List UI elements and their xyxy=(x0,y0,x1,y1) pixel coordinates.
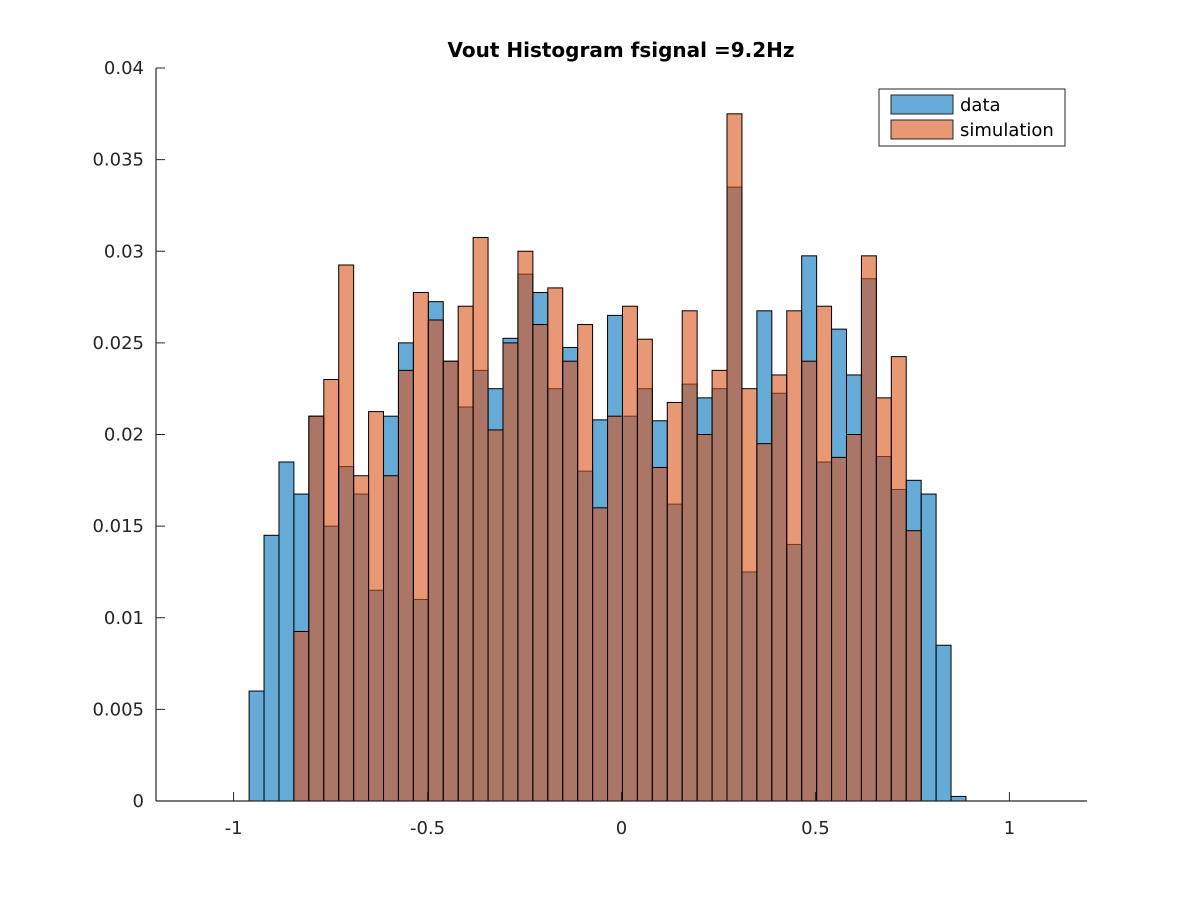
bar-simulation-4 xyxy=(308,415,325,802)
bar-simulation-9 xyxy=(383,475,399,802)
bar-simulation-10 xyxy=(397,369,414,802)
bar-simulation-44 xyxy=(905,530,922,802)
axes-layer: -1 -0.5 0 0.5 1 0 0.005 0.01 0.015 0.02 0.025 0.03 0… xyxy=(92,58,1087,839)
bar-simulation-26 xyxy=(636,338,653,802)
x-tick-label: 1 xyxy=(1004,818,1015,839)
bar-simulation-13 xyxy=(442,360,459,802)
bar-simulation-31 xyxy=(711,369,728,802)
bar-simulation-38 xyxy=(816,305,833,802)
bar-simulation-6 xyxy=(338,264,355,802)
bar-simulation-27 xyxy=(651,466,668,802)
bar-simulation-35 xyxy=(771,374,788,802)
bar-simulation-22 xyxy=(577,324,594,802)
bar-data-2 xyxy=(278,461,295,802)
bar-data-1 xyxy=(263,534,280,802)
legend: data simulation xyxy=(878,88,1066,147)
bar-data-0 xyxy=(248,690,265,802)
bar-simulation-15 xyxy=(472,237,489,802)
bar-simulation-17 xyxy=(502,342,519,802)
bar-simulation-14 xyxy=(457,305,474,802)
bar-simulation-21 xyxy=(562,360,579,802)
bar-data-47 xyxy=(950,795,967,802)
bar-simulation-37 xyxy=(801,360,818,802)
bar-simulation-40 xyxy=(845,434,862,802)
legend-swatch-data xyxy=(890,94,954,115)
bar-simulation-18 xyxy=(517,250,534,802)
y-tick-label: 0.04 xyxy=(104,58,144,79)
x-tick-label: 0.5 xyxy=(801,818,830,839)
bar-simulation-39 xyxy=(831,456,847,802)
bar-simulation-19 xyxy=(532,324,549,802)
bar-simulation-12 xyxy=(427,319,444,802)
bar-data-45 xyxy=(920,493,937,802)
y-tick-label: 0.005 xyxy=(92,699,144,720)
bar-simulation-43 xyxy=(890,356,907,802)
bar-simulation-41 xyxy=(860,255,877,802)
bar-simulation-24 xyxy=(607,415,623,802)
legend-label-data: data xyxy=(960,95,1001,116)
y-tick-label: 0.01 xyxy=(104,608,144,629)
y-tick-label: 0.02 xyxy=(104,425,144,446)
bar-simulation-3 xyxy=(293,630,310,802)
y-tick-label: 0.015 xyxy=(92,516,144,537)
bar-data-46 xyxy=(935,644,952,802)
bar-simulation-28 xyxy=(666,401,683,802)
y-tick-label: 0.025 xyxy=(92,333,144,354)
bar-simulation-20 xyxy=(547,287,564,802)
bar-simulation-42 xyxy=(875,397,892,802)
legend-swatch-simulation xyxy=(890,119,954,140)
bar-simulation-7 xyxy=(353,475,370,802)
series-simulation xyxy=(293,113,922,802)
legend-label-simulation: simulation xyxy=(960,120,1054,141)
bar-simulation-23 xyxy=(592,507,609,802)
y-tick-label: 0 xyxy=(133,791,144,812)
bar-simulation-36 xyxy=(786,310,803,802)
bar-simulation-29 xyxy=(681,310,698,802)
x-tick-label: -1 xyxy=(225,818,243,839)
chart-title: Vout Histogram fsignal =9.2Hz xyxy=(447,38,794,62)
bar-simulation-16 xyxy=(487,429,504,802)
bar-simulation-34 xyxy=(756,443,773,802)
bar-simulation-25 xyxy=(621,305,638,802)
bar-simulation-32 xyxy=(726,113,743,802)
bar-simulation-33 xyxy=(741,388,758,802)
bar-simulation-8 xyxy=(368,411,385,802)
bar-simulation-30 xyxy=(696,434,713,802)
x-tick-label: 0 xyxy=(616,818,627,839)
y-tick-label: 0.03 xyxy=(104,241,144,262)
x-tick-label: -0.5 xyxy=(410,818,445,839)
y-tick-label: 0.035 xyxy=(92,150,144,171)
bar-simulation-11 xyxy=(412,291,429,802)
bar-simulation-5 xyxy=(323,379,340,802)
